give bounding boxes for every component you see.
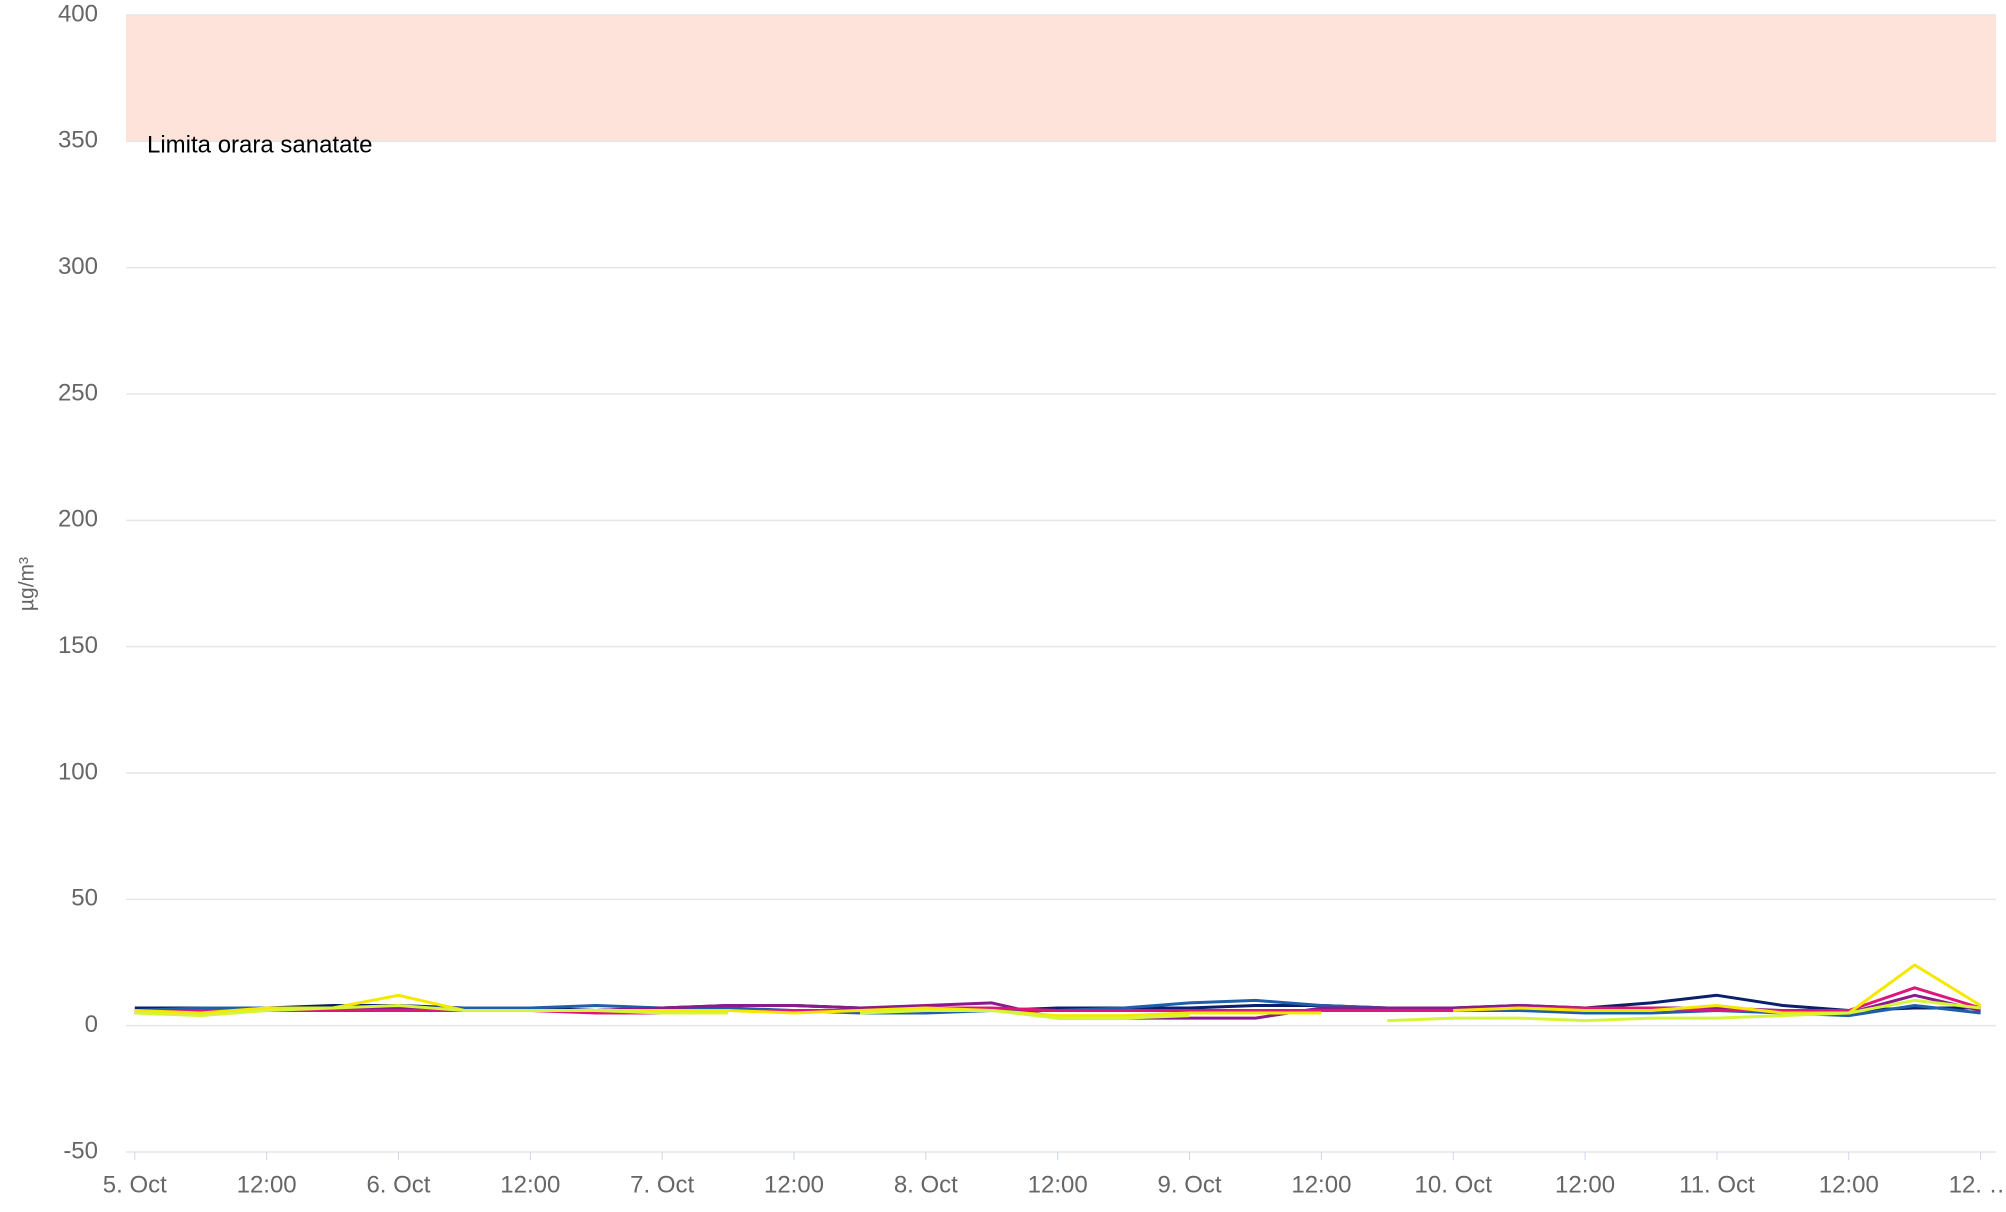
series-line (134, 998, 1981, 1023)
x-tick-label: 12:00 (500, 1171, 560, 1198)
y-tick-label: 0 (85, 1011, 98, 1038)
x-tick-label: 12. … (1949, 1171, 2006, 1198)
x-tick-label: 12:00 (1555, 1171, 1615, 1198)
x-tick-label: 12:00 (1028, 1171, 1088, 1198)
plot-band (126, 15, 1996, 142)
x-tick-label: 7. Oct (630, 1171, 694, 1198)
x-tick-label: 12:00 (1819, 1171, 1879, 1198)
series-line (134, 986, 1982, 1015)
plot-band-label: Limita orara sanatate (147, 132, 372, 159)
x-tick-label: 12:00 (764, 1171, 824, 1198)
x-tick-label: 12:00 (237, 1171, 297, 1198)
y-tick-label: 400 (58, 0, 98, 27)
y-tick-label: 100 (58, 758, 98, 785)
y-tick-label: 350 (58, 127, 98, 154)
x-tick-label: 12:00 (1291, 1171, 1351, 1198)
x-tick-label: 11. Oct (1679, 1171, 1755, 1198)
y-tick-label: 200 (58, 506, 98, 533)
x-tick-label: 5. Oct (103, 1171, 167, 1198)
x-tick-label: 10. Oct (1415, 1171, 1493, 1198)
y-tick-label: 250 (58, 379, 98, 406)
x-tick-label: 9. Oct (1158, 1171, 1222, 1198)
x-tick-label: 8. Oct (894, 1171, 958, 1198)
y-tick-label: 50 (71, 885, 98, 912)
y-axis-label: µg/m³ (16, 557, 39, 611)
x-tick-label: 6. Oct (366, 1171, 430, 1198)
y-tick-label: -50 (63, 1137, 98, 1164)
y-tick-label: 300 (58, 253, 98, 280)
y-tick-label: 150 (58, 632, 98, 659)
